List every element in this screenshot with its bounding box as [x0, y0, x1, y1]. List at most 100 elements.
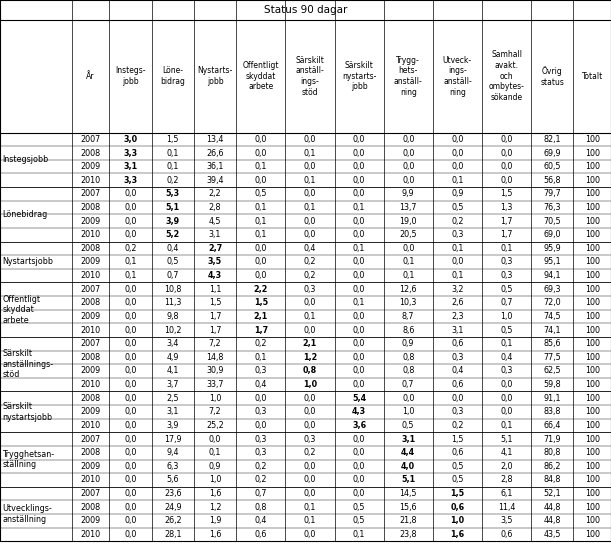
Text: 0,0: 0,0 [304, 489, 316, 498]
Text: 1,5: 1,5 [254, 298, 268, 307]
Text: 100: 100 [585, 380, 600, 389]
Text: 0,0: 0,0 [353, 448, 365, 457]
Text: 0,0: 0,0 [304, 162, 316, 171]
Text: Nystartsjobb: Nystartsjobb [2, 257, 53, 267]
Text: Trygghetsan-
ställning: Trygghetsan- ställning [2, 450, 54, 469]
Text: 0,3: 0,3 [255, 407, 267, 416]
Text: 2009: 2009 [80, 516, 101, 526]
Text: 0,3: 0,3 [255, 435, 267, 443]
Text: 3,6: 3,6 [352, 421, 366, 430]
Text: 2008: 2008 [81, 448, 101, 457]
Text: 0,1: 0,1 [353, 530, 365, 539]
Text: 0,5: 0,5 [500, 285, 513, 294]
Text: 9,9: 9,9 [402, 189, 414, 199]
Text: 0,5: 0,5 [451, 462, 464, 471]
Text: 0,6: 0,6 [451, 339, 464, 348]
Text: 7,2: 7,2 [209, 407, 221, 416]
Text: 0,1: 0,1 [402, 257, 414, 267]
Text: 100: 100 [585, 285, 600, 294]
Text: 23,8: 23,8 [400, 530, 417, 539]
Text: 43,5: 43,5 [544, 530, 561, 539]
Text: 0,1: 0,1 [255, 217, 267, 226]
Text: 0,2: 0,2 [255, 462, 267, 471]
Text: 0,0: 0,0 [500, 149, 513, 158]
Text: 0,1: 0,1 [304, 503, 316, 512]
Text: 100: 100 [585, 462, 600, 471]
Text: 100: 100 [585, 421, 600, 430]
Text: 0,4: 0,4 [451, 367, 464, 375]
Text: 2009: 2009 [80, 162, 101, 171]
Text: 0,4: 0,4 [304, 244, 316, 253]
Text: 100: 100 [585, 353, 600, 362]
Text: 0,0: 0,0 [500, 407, 513, 416]
Text: 2007: 2007 [80, 339, 101, 348]
Text: 2,8: 2,8 [500, 475, 513, 485]
Text: 1,0: 1,0 [209, 394, 221, 403]
Text: 0,1: 0,1 [304, 203, 316, 212]
Text: 66,4: 66,4 [544, 421, 561, 430]
Text: 0,1: 0,1 [209, 448, 221, 457]
Text: 0,1: 0,1 [304, 312, 316, 321]
Text: 0,3: 0,3 [255, 448, 267, 457]
Text: 3,5: 3,5 [208, 257, 222, 267]
Text: 2009: 2009 [80, 407, 101, 416]
Text: 0,0: 0,0 [255, 176, 267, 185]
Text: 1,3: 1,3 [500, 203, 513, 212]
Text: 60,5: 60,5 [544, 162, 561, 171]
Text: 0,4: 0,4 [255, 380, 267, 389]
Text: 0,5: 0,5 [402, 421, 414, 430]
Text: 23,6: 23,6 [164, 489, 181, 498]
Text: 2008: 2008 [81, 394, 101, 403]
Text: 2008: 2008 [81, 503, 101, 512]
Text: 85,6: 85,6 [544, 339, 561, 348]
Text: 0,0: 0,0 [353, 149, 365, 158]
Text: 2,7: 2,7 [208, 244, 222, 253]
Text: 0,0: 0,0 [124, 217, 137, 226]
Text: 100: 100 [585, 189, 600, 199]
Text: 100: 100 [585, 530, 600, 539]
Text: 3,1: 3,1 [451, 326, 464, 335]
Text: 95,9: 95,9 [543, 244, 561, 253]
Text: 3,1: 3,1 [167, 407, 179, 416]
Text: 0,0: 0,0 [353, 176, 365, 185]
Text: 0,0: 0,0 [353, 339, 365, 348]
Text: 0,1: 0,1 [255, 203, 267, 212]
Text: 0,0: 0,0 [304, 530, 316, 539]
Text: 0,6: 0,6 [451, 380, 464, 389]
Text: 0,0: 0,0 [353, 135, 365, 144]
Text: 0,1: 0,1 [255, 230, 267, 239]
Text: 0,0: 0,0 [255, 149, 267, 158]
Text: 0,1: 0,1 [167, 149, 179, 158]
Text: 0,3: 0,3 [304, 435, 316, 443]
Text: 0,1: 0,1 [500, 339, 513, 348]
Text: 6,1: 6,1 [500, 489, 513, 498]
Text: 30,9: 30,9 [207, 367, 224, 375]
Text: 3,1: 3,1 [401, 435, 415, 443]
Text: 3,1: 3,1 [209, 230, 221, 239]
Text: 0,9: 0,9 [402, 339, 414, 348]
Text: 0,0: 0,0 [124, 230, 137, 239]
Text: 0,2: 0,2 [304, 257, 316, 267]
Text: 69,3: 69,3 [544, 285, 561, 294]
Text: 3,1: 3,1 [123, 162, 137, 171]
Text: 0,0: 0,0 [124, 407, 137, 416]
Text: 0,2: 0,2 [255, 339, 267, 348]
Text: 0,2: 0,2 [451, 217, 464, 226]
Text: 2008: 2008 [81, 244, 101, 253]
Text: 0,8: 0,8 [402, 367, 414, 375]
Text: 2010: 2010 [81, 475, 101, 485]
Text: 0,0: 0,0 [304, 421, 316, 430]
Text: 3,3: 3,3 [123, 176, 137, 185]
Text: 100: 100 [585, 312, 600, 321]
Text: 0,5: 0,5 [451, 475, 464, 485]
Text: 100: 100 [585, 257, 600, 267]
Text: 0,0: 0,0 [402, 176, 414, 185]
Text: Särskilt
nystarts-
jobb: Särskilt nystarts- jobb [342, 61, 376, 91]
Text: 21,8: 21,8 [400, 516, 417, 526]
Text: 4,3: 4,3 [208, 271, 222, 280]
Text: 0,0: 0,0 [304, 217, 316, 226]
Text: Lönebidrag: Lönebidrag [2, 210, 48, 219]
Text: 0,1: 0,1 [500, 421, 513, 430]
Text: Särskilt
anställ-
ings-
stöd: Särskilt anställ- ings- stöd [296, 55, 324, 97]
Text: 9,8: 9,8 [166, 312, 179, 321]
